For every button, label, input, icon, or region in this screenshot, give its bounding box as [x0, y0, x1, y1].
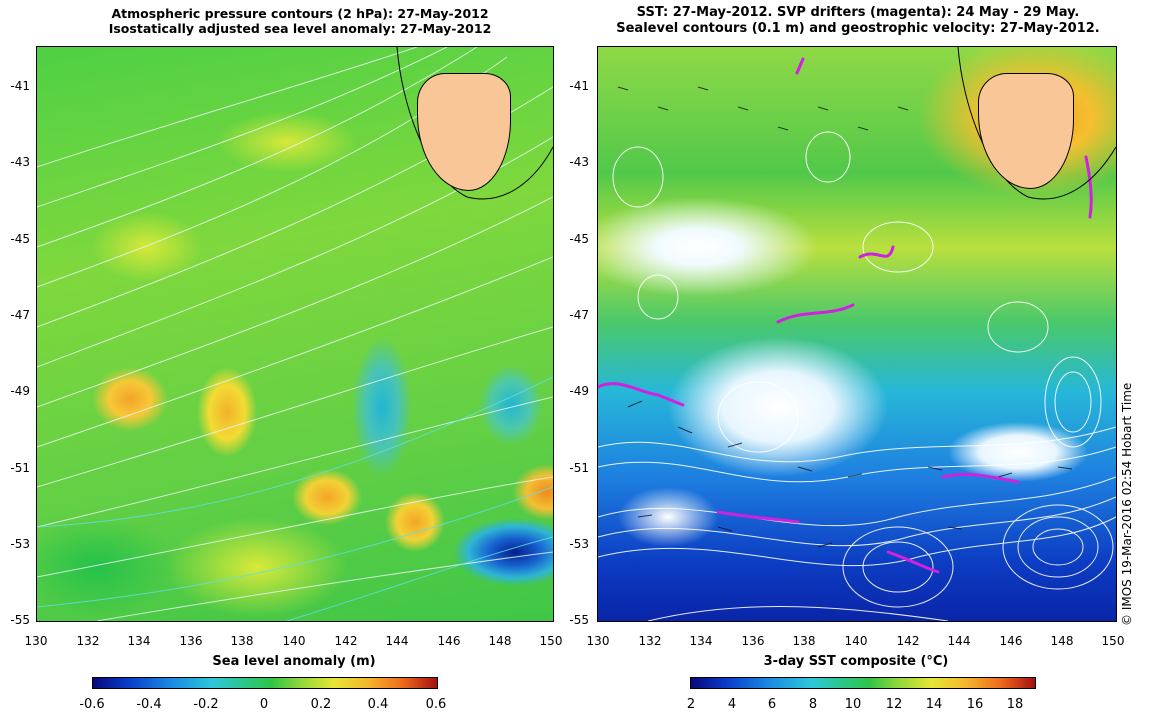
colorbar-tick: -0.4	[136, 697, 162, 712]
lon-label: 148	[488, 634, 512, 648]
colorbar-tick: 6	[767, 697, 777, 712]
lon-label: 148	[1050, 634, 1074, 648]
lon-label: 140	[282, 634, 306, 648]
sea-level-colorbar	[92, 677, 438, 689]
lon-label: 140	[844, 634, 868, 648]
lon-label: 134	[127, 634, 151, 648]
lon-label: 130	[24, 634, 48, 648]
right-map-title: SST: 27-May-2012. SVP drifters (magenta)…	[598, 5, 1118, 37]
lat-label: -51	[569, 461, 589, 475]
lon-label: 130	[586, 634, 610, 648]
colorbar-tick: 0.6	[425, 697, 447, 712]
lat-label: -55	[569, 613, 589, 627]
imos-credit: © IMOS 19-Mar-2016 02:54 Hobart Time	[1120, 382, 1134, 626]
pressure-contours	[37, 47, 553, 621]
lat-label: -41	[569, 79, 589, 93]
lon-label: 132	[76, 634, 100, 648]
lon-label: 138	[230, 634, 254, 648]
lon-label: 146	[437, 634, 461, 648]
colorbar-tick: 0.4	[367, 697, 389, 712]
lon-label: 136	[741, 634, 765, 648]
lon-label: 150	[539, 634, 563, 648]
colorbar-tick: 8	[808, 697, 818, 712]
lat-label: -53	[569, 537, 589, 551]
left-title-line1: Atmospheric pressure contours (2 hPa): 2…	[111, 6, 489, 21]
lon-label: 138	[792, 634, 816, 648]
lat-label: -53	[10, 537, 30, 551]
lat-label: -45	[569, 232, 589, 246]
colorbar-tick: 4	[727, 697, 737, 712]
lat-label: -41	[10, 79, 30, 93]
right-axis-title: 3-day SST composite (°C)	[763, 654, 949, 669]
colorbar-tick: 10	[844, 697, 862, 712]
colorbar-tick: 14	[925, 697, 943, 712]
lon-label: 144	[385, 634, 409, 648]
sealevel-contours	[598, 47, 1116, 621]
lat-label: -55	[10, 613, 30, 627]
colorbar-tick: 2	[686, 697, 696, 712]
lat-label: -47	[10, 308, 30, 322]
lat-label: -43	[569, 155, 589, 169]
sst-composite-map	[597, 46, 1117, 622]
sea-level-anomaly-map	[36, 46, 554, 622]
sst-colorbar	[690, 677, 1036, 689]
lon-label: 142	[896, 634, 920, 648]
colorbar-tick: 0	[259, 697, 269, 712]
right-title-line2: Sealevel contours (0.1 m) and geostrophi…	[616, 21, 1100, 36]
lon-label: 142	[334, 634, 358, 648]
lon-label: 136	[179, 634, 203, 648]
lon-label: 150	[1101, 634, 1125, 648]
lon-label: 132	[638, 634, 662, 648]
colorbar-tick: 18	[1006, 697, 1024, 712]
lat-label: -49	[569, 384, 589, 398]
lat-label: -43	[10, 155, 30, 169]
lon-label: 144	[947, 634, 971, 648]
lon-label: 134	[689, 634, 713, 648]
colorbar-tick: 0.2	[310, 697, 332, 712]
colorbar-tick: -0.6	[79, 697, 105, 712]
lon-label: 146	[999, 634, 1023, 648]
colorbar-tick: -0.2	[193, 697, 219, 712]
lat-label: -47	[569, 308, 589, 322]
left-title-line2: Isostatically adjusted sea level anomaly…	[108, 21, 492, 36]
left-axis-title: Sea level anomaly (m)	[212, 654, 376, 669]
colorbar-tick: 12	[885, 697, 903, 712]
lat-label: -45	[10, 232, 30, 246]
lat-label: -49	[10, 384, 30, 398]
left-map-title: Atmospheric pressure contours (2 hPa): 2…	[40, 6, 560, 36]
lat-label: -51	[10, 461, 30, 475]
right-title-line1: SST: 27-May-2012. SVP drifters (magenta)…	[636, 5, 1080, 20]
colorbar-tick: 16	[966, 697, 984, 712]
